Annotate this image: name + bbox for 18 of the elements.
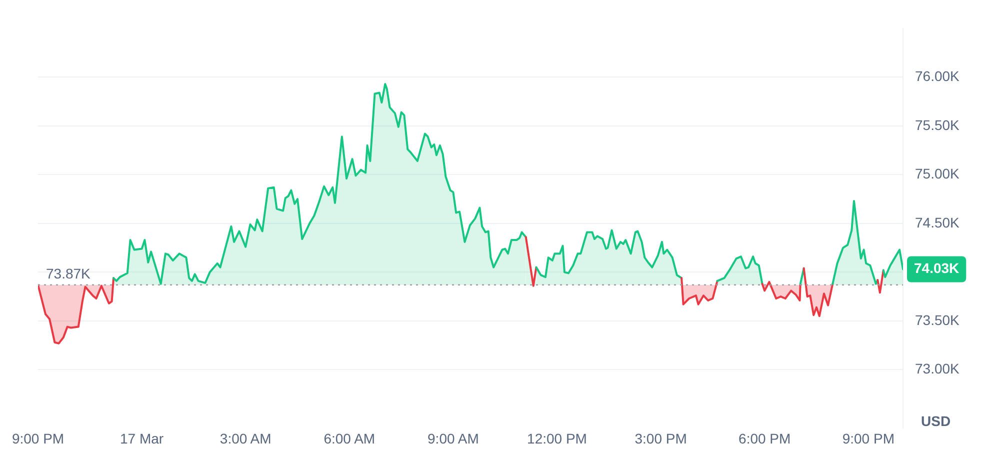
- y-tick-label: 74.50K: [915, 214, 960, 230]
- x-tick-label: 9:00 PM: [842, 430, 894, 446]
- y-tick-label: 73.50K: [915, 312, 960, 328]
- y-tick-label: 75.00K: [915, 166, 960, 182]
- x-tick-label: 12:00 PM: [527, 430, 587, 446]
- x-tick-label: 3:00 AM: [220, 430, 272, 446]
- y-tick-label: 73.00K: [915, 360, 960, 377]
- x-tick-label: 3:00 PM: [634, 430, 687, 446]
- annotation: 74.03K: [914, 260, 960, 276]
- y-tick-label: 76.00K: [915, 68, 960, 84]
- y-tick-label: 75.50K: [915, 116, 960, 133]
- x-tick-label: 9:00 PM: [12, 430, 64, 446]
- ref-line-label: 73.87K: [46, 266, 92, 282]
- x-tick-label: 17 Mar: [120, 430, 164, 446]
- x-tick-label: 6:00 AM: [324, 430, 376, 446]
- x-tick-label: 9:00 AM: [428, 430, 479, 446]
- y-axis-title: USD: [921, 413, 951, 430]
- x-tick-label: 6:00 PM: [738, 430, 791, 446]
